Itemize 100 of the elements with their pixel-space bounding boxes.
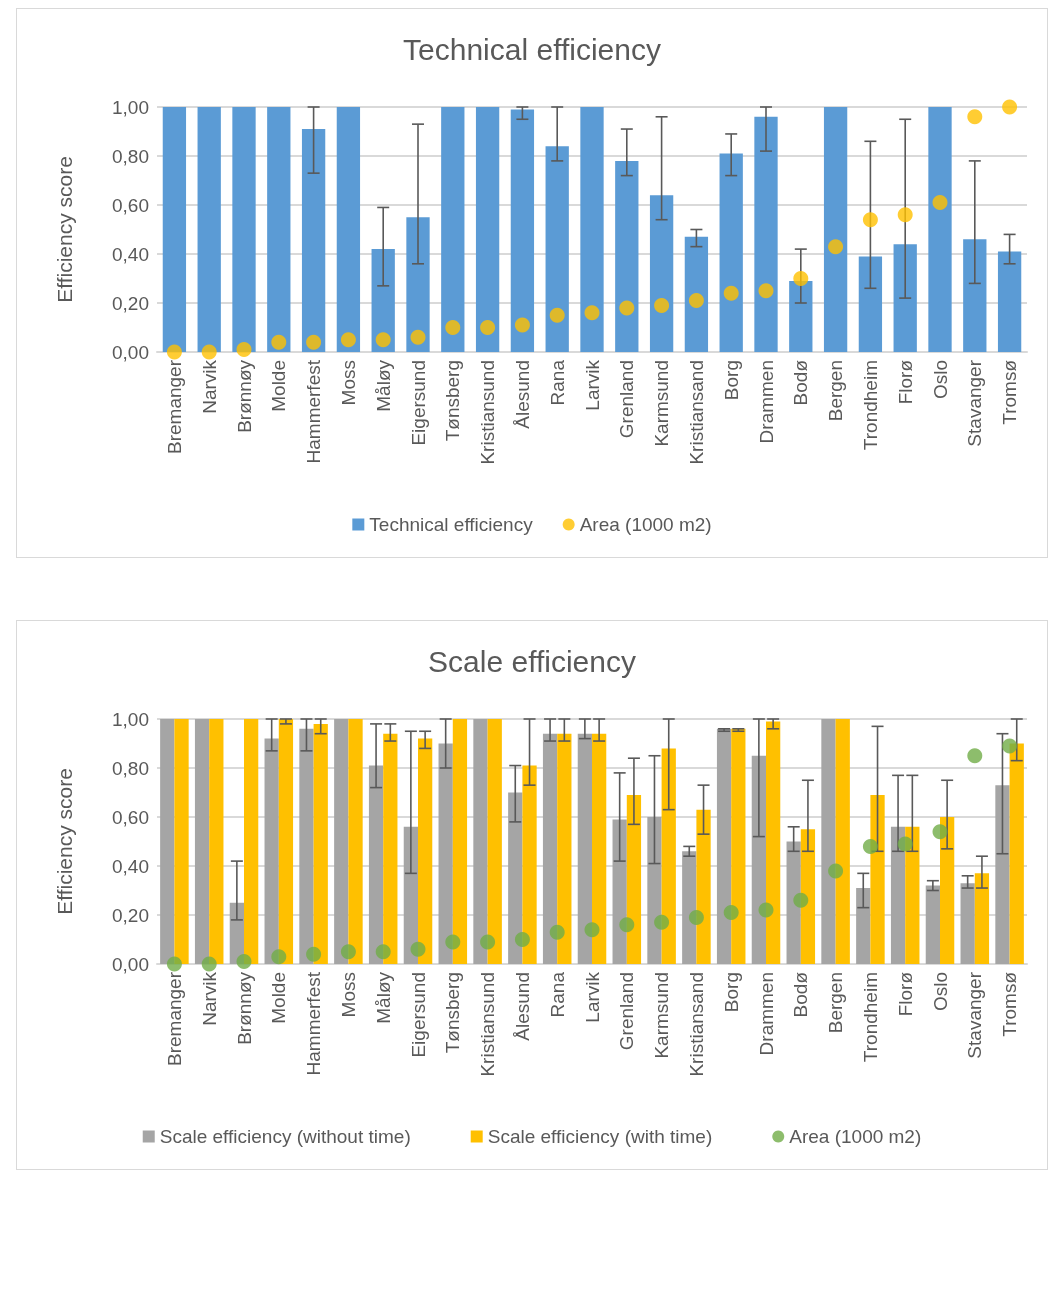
x-tick-label: Kristiansund <box>477 360 499 465</box>
legend-label: Area (1000 m2) <box>579 514 712 535</box>
point <box>654 914 670 930</box>
bar <box>577 733 592 964</box>
point <box>1002 738 1018 754</box>
point <box>201 344 217 360</box>
y-tick-label: 0,00 <box>112 953 149 975</box>
x-tick-label: Moss <box>337 972 359 1018</box>
bar <box>893 244 917 352</box>
bar <box>928 107 952 352</box>
bar <box>649 195 674 352</box>
x-tick-label: Bergen <box>825 972 847 1034</box>
x-tick-label: Bremanger <box>163 359 185 454</box>
point <box>793 892 809 908</box>
bar <box>545 146 569 352</box>
bar <box>890 826 906 964</box>
bar <box>684 236 709 352</box>
x-tick-label: Borg <box>720 360 742 401</box>
bar <box>406 217 430 352</box>
x-tick-label: Trondheim <box>859 972 881 1063</box>
point <box>828 863 844 879</box>
bar <box>232 107 256 352</box>
point <box>375 332 391 348</box>
x-tick-label: Larvik <box>581 359 603 411</box>
y-tick-label: 1,00 <box>112 708 149 730</box>
bar <box>313 723 328 964</box>
point <box>166 956 182 972</box>
bar <box>647 817 662 964</box>
bar <box>557 733 572 964</box>
y-tick-label: 0,20 <box>112 904 149 926</box>
point <box>514 317 530 333</box>
x-tick-label: Hammerfest <box>303 971 325 1076</box>
bar <box>716 728 732 964</box>
bar <box>821 719 836 964</box>
point <box>549 924 565 940</box>
y-tick-label: 0,00 <box>112 341 149 363</box>
x-tick-label: Drammen <box>755 972 777 1056</box>
point <box>758 902 774 918</box>
legend-label: Technical efficiency <box>369 514 534 535</box>
bar <box>754 116 778 352</box>
bar <box>963 239 987 352</box>
bar <box>960 883 975 964</box>
bar <box>940 817 955 964</box>
y-tick-label: 0,60 <box>112 806 149 828</box>
bar <box>719 153 743 352</box>
y-axis-title: Efficiency score <box>53 156 76 303</box>
point <box>688 293 704 309</box>
bar <box>1009 743 1024 964</box>
x-tick-label: Moss <box>337 360 359 406</box>
x-tick-label: Eigersund <box>407 972 429 1058</box>
x-tick-label: Kristiansund <box>477 972 499 1077</box>
point <box>688 909 704 925</box>
bar <box>731 728 746 964</box>
y-tick-label: 0,40 <box>112 243 149 265</box>
bar <box>508 792 523 964</box>
bar <box>162 107 187 352</box>
point <box>723 285 739 301</box>
legend-label: Scale efficiency (without time) <box>159 1126 411 1147</box>
bar <box>301 129 326 352</box>
x-tick-label: Molde <box>268 972 290 1024</box>
chart-title: Scale efficiency <box>428 644 636 678</box>
point <box>932 824 948 840</box>
bar <box>612 819 627 964</box>
legend-label: Scale efficiency (with time) <box>487 1126 713 1147</box>
x-tick-label: Florø <box>894 971 916 1017</box>
x-tick-label: Molde <box>268 360 290 412</box>
x-tick-label: Rana <box>546 971 568 1018</box>
bar <box>592 733 607 964</box>
x-tick-label: Brønnøy <box>233 971 255 1045</box>
bar <box>835 719 850 964</box>
bar <box>682 851 697 964</box>
bar <box>823 107 848 352</box>
x-tick-label: Larvik <box>581 971 603 1023</box>
point <box>967 748 983 764</box>
bar <box>441 107 465 352</box>
x-tick-label: Tromsø <box>999 359 1021 425</box>
bar <box>473 719 488 964</box>
x-tick-label: Ålesund <box>511 360 533 429</box>
x-tick-label: Grenland <box>616 360 638 439</box>
point <box>584 305 600 321</box>
bar <box>580 107 604 352</box>
x-tick-label: Narvik <box>198 971 220 1026</box>
point <box>271 334 287 350</box>
bar <box>995 785 1010 964</box>
point <box>1002 99 1018 115</box>
bar <box>452 719 468 964</box>
x-tick-label: Måløy <box>372 971 394 1024</box>
y-tick-label: 0,80 <box>112 757 149 779</box>
point <box>584 922 600 938</box>
point <box>932 195 948 211</box>
bar <box>615 160 639 352</box>
bar <box>789 280 813 352</box>
point <box>306 334 322 350</box>
y-axis-title: Efficiency score <box>53 768 76 915</box>
y-tick-label: 0,60 <box>112 194 149 216</box>
point <box>828 239 844 255</box>
x-tick-label: Trondheim <box>859 360 881 451</box>
bar <box>905 826 920 964</box>
chart-title: Technical efficiency <box>403 32 661 66</box>
bar <box>800 829 816 964</box>
